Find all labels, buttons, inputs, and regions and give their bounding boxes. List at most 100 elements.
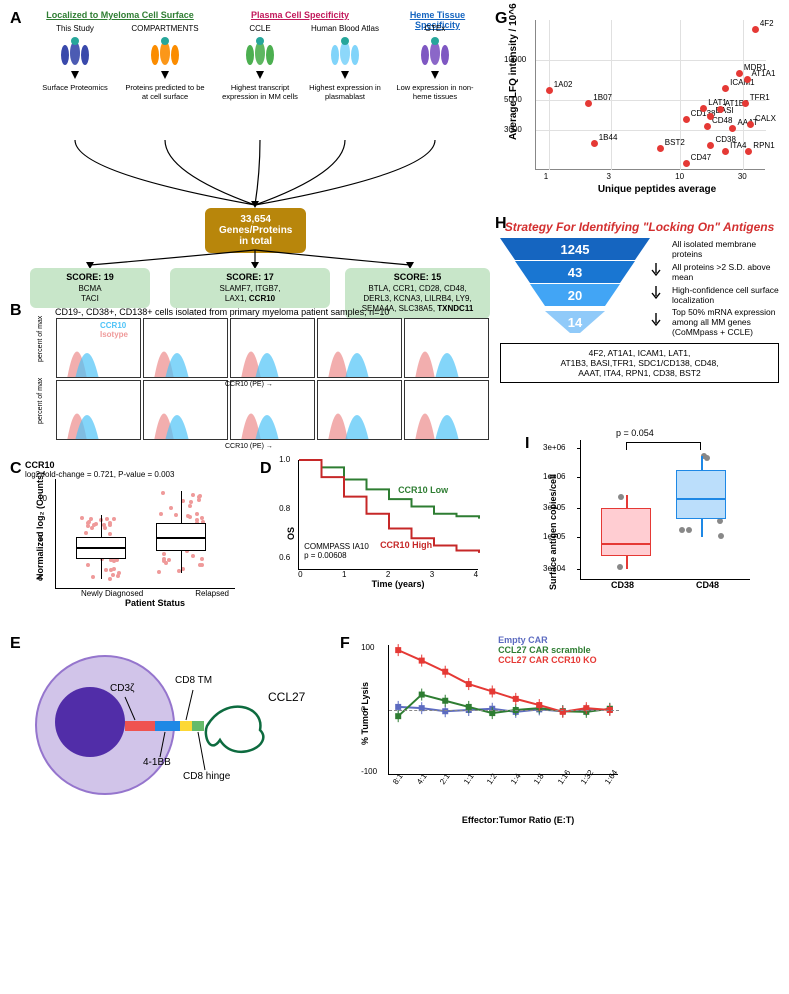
scatter-label: CD47 [691,153,711,162]
panelA-source: Human Blood Atlas Highest expression in … [300,24,390,103]
scatter-point [717,106,724,113]
histogram-cell [230,318,315,378]
panelB-ylabel: percent of max [37,316,44,362]
panelI-categories: CD38CD48 [580,580,750,590]
scatter-label: RPN1 [753,141,774,150]
histogram-cell [317,318,402,378]
panelB-legend: CCR10Isotype [100,321,128,339]
funnel-step: 14 Top 50% mRNA expression among all MM … [500,307,779,337]
histogram-cell [404,380,489,440]
scatter-point [683,160,690,167]
scatter-label: 1B44 [599,133,618,142]
scatter-point [742,100,749,107]
funnel-step: 43 All proteins >2 S.D. above mean [500,261,779,283]
panel-f: Empty CARCCL27 CAR scrambleCCL27 CAR CCR… [348,635,648,835]
scatter-label: BST2 [665,138,685,147]
panelC-categories: Newly DiagnosedRelapsed [55,589,255,598]
histogram-cell [143,380,228,440]
scatter-point [585,100,592,107]
funnel-step: 20 High-confidence cell surface localiza… [500,284,779,306]
panelE-element: CD8 hinge [183,771,230,782]
scatter-point [729,125,736,132]
panel-i: Surface antigen copies/cell 3e+041e+053e… [540,440,770,620]
panel-label-i: I [525,435,529,453]
panelF-xticks: 8:14:12:11:11:21:41:81:161:321:64 [388,775,618,815]
boxplot-i: 3e+041e+053e+051e+063e+06p = 0.054 [580,440,750,580]
panelA-scorebox: SCORE: 19BCMATACI [30,268,150,308]
scatter-label: ITA4 [730,141,746,150]
funnel: 1245 All isolated membrane proteins 43 A… [500,238,779,337]
scatter-point [722,148,729,155]
scatter-point [736,70,743,77]
scatter-label: CD48 [712,116,732,125]
panelC-title: CCR10 [25,460,255,470]
panelC-ylabel: Normalized log₂ (Counts) [35,472,45,580]
panelG-xlabel: Unique peptides average [535,184,779,195]
scatter-label: CALX [755,114,776,123]
scatter-point [747,121,754,128]
panel-g: Average LFQ intensity / 10^6 13103030005… [500,10,779,210]
panel-a: Localized to Myeloma Cell SurfacePlasma … [10,10,490,300]
panelA-header: Localized to Myeloma Cell Surface [30,10,210,20]
scatter-point [707,142,714,149]
scatter-point [591,140,598,147]
panelE-element [25,635,335,815]
scatter-label: 1B07 [593,93,612,102]
panelA-source: This Study Surface Proteomics [30,24,120,94]
svg-text:14: 14 [568,315,583,330]
scatter-point [546,87,553,94]
scatter-point [752,26,759,33]
panelE-element: 4-1BB [143,757,171,768]
scatter-label: 4F2 [760,19,774,28]
panelE-element: CCL27 [268,690,305,704]
histogram-cell [56,318,141,378]
panel-label-b: B [10,302,22,320]
panelD-xticks: 01234 [298,570,478,579]
panel-c: CCR10 log2-fold-change = 0.721, P-value … [25,460,255,620]
line-plot: -1000100 [388,645,618,775]
scatter-label: ICAM1 [730,78,754,87]
panelA-central: 33,654Genes/Proteinsin total [205,208,306,253]
panel-h: Strategy For Identifying "Locking On" An… [500,220,779,420]
scatter-plot: 13103030005000100001A021B071B44BST2CD47C… [535,20,765,170]
svg-text:43: 43 [568,265,582,280]
funnel-step: 1245 All isolated membrane proteins [500,238,779,260]
panelH-genes: 4F2, AT1A1, ICAM1, LAT1,AT1B3, BASI,TFR1… [500,343,779,383]
panel-e: CD3ζ 4-1BB CD8 TM CD8 hinge CCL27 [25,635,335,815]
boxplot-c: 6810 [55,479,235,589]
panelF-xlabel: Effector:Tumor Ratio (E:T) [388,815,648,825]
scatter-label: TFR1 [750,93,770,102]
panelA-source: CCLE Highest transcript expression in MM… [215,24,305,103]
panelB-xlabel: CCR10 (PE) → [225,381,273,388]
histogram-cell [56,380,141,440]
survival-plot: CCR10 LowCCR10 HighCOMMPASS IA10 p = 0.0… [298,460,478,570]
svg-text:20: 20 [568,288,582,303]
panelB-ylabel: percent of max [37,378,44,424]
panelG-ylabel: Average LFQ intensity / 10^6 [508,3,519,140]
histogram-cell [404,318,489,378]
panel-b: CD19-, CD38+, CD138+ cells isolated from… [25,307,505,457]
panelC-xlabel: Patient Status [55,598,255,608]
scatter-point [722,85,729,92]
panel-label-c: C [10,460,22,478]
panelD-xlabel: Time (years) [298,579,498,589]
panelE-element: CD8 TM [175,675,212,686]
panelC-subtitle: log2-fold-change = 0.721, P-value = 0.00… [25,470,255,479]
scatter-point [657,145,664,152]
panelB-xlabel: CCR10 (PE) → [225,443,273,450]
histogram-cell [230,380,315,440]
panelB-title: CD19-, CD38+, CD138+ cells isolated from… [55,307,505,317]
histogram-cell [317,380,402,440]
scatter-point [700,105,707,112]
panel-d: OS CCR10 LowCCR10 HighCOMMPASS IA10 p = … [268,460,498,620]
panelA-scorebox: SCORE: 17SLAMF7, ITGB7,LAX1, CCR10 [170,268,330,308]
scatter-label: 1A02 [554,80,573,89]
panel-label-e: E [10,635,21,653]
histogram-cell [143,318,228,378]
scatter-label: AT1A1 [752,69,776,78]
panelH-title: Strategy For Identifying "Locking On" An… [500,220,779,234]
legend-item: Empty CAR [498,635,597,645]
panelA-source: GTEx Low expression in non-heme tissues [390,24,480,103]
svg-text:1245: 1245 [561,242,590,257]
panelD-ylabel: OS [286,527,296,540]
